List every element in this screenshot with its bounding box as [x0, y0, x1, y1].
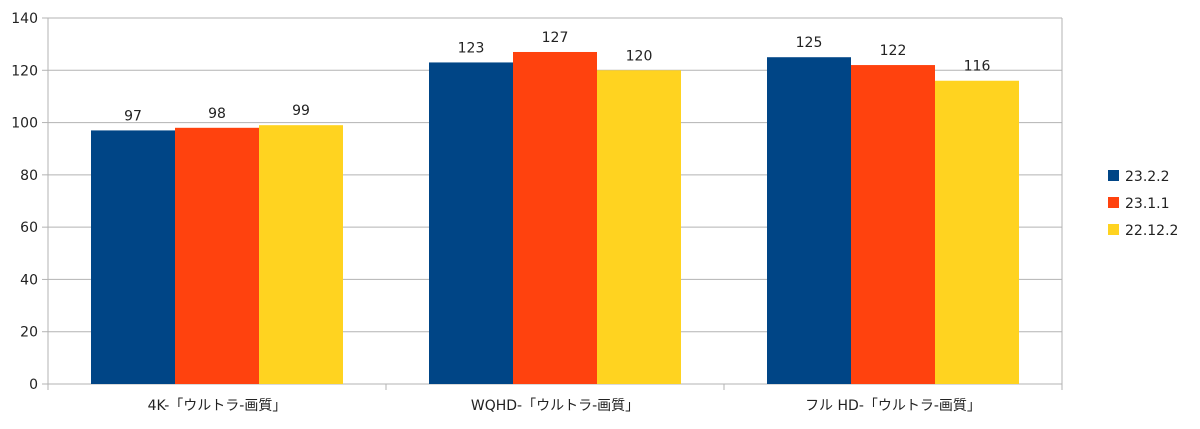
bar-22.12.2-0: [259, 125, 343, 384]
data-label: 98: [208, 106, 226, 122]
bar-23.1.1-0: [175, 127, 259, 385]
y-tick-label: 40: [20, 272, 38, 288]
data-label: 123: [458, 40, 485, 56]
y-tick-label: 80: [20, 168, 38, 184]
legend-label: 22.12.2: [1125, 223, 1178, 239]
bar-22.12.2-1: [597, 70, 681, 385]
x-category-label: WQHD-「ウルトラ-画質」: [471, 398, 639, 414]
data-label: 116: [964, 59, 991, 75]
bar-23.2.2-2: [767, 57, 851, 384]
data-label: 97: [124, 108, 142, 124]
data-label: 99: [292, 103, 310, 119]
bar-23.2.2-1: [429, 62, 513, 384]
bar-22.12.2-2: [935, 80, 1019, 384]
y-tick-label: 100: [11, 116, 38, 132]
bar-23.1.1-2: [851, 65, 935, 385]
data-label: 122: [880, 43, 907, 59]
bar-23.2.2-0: [91, 130, 175, 384]
data-label: 120: [626, 48, 653, 64]
y-tick-label: 0: [29, 377, 38, 393]
y-tick-label: 120: [11, 63, 38, 79]
legend-label: 23.1.1: [1125, 196, 1170, 212]
legend-swatch: [1108, 224, 1119, 235]
y-tick-label: 20: [20, 325, 38, 341]
data-label: 127: [542, 30, 569, 46]
data-labels: 97 98 99 123 127 120 125 122 116: [124, 30, 990, 124]
bar-23.1.1-1: [513, 51, 597, 384]
legend: 23.2.2 23.1.1 22.12.2: [1108, 169, 1178, 239]
x-category-label: 4K-「ウルトラ-画質」: [148, 398, 287, 414]
data-label: 125: [796, 35, 823, 51]
y-tick-label: 60: [20, 220, 38, 236]
legend-swatch: [1108, 170, 1119, 181]
legend-label: 23.2.2: [1125, 169, 1170, 185]
legend-swatch: [1108, 197, 1119, 208]
y-tick-label: 140: [11, 11, 38, 27]
bars: [91, 51, 1019, 385]
x-category-label: フル HD-「ウルトラ-画質」: [805, 398, 981, 414]
